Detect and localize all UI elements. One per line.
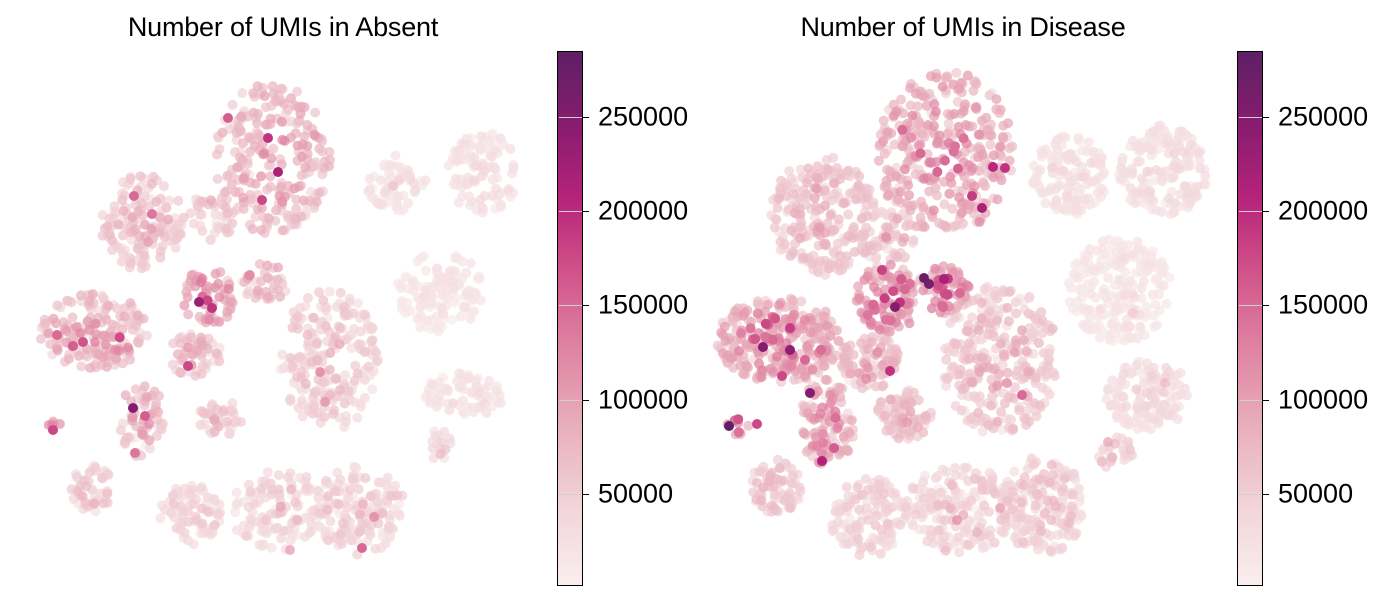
colorbar-absent (557, 51, 583, 586)
colorbar-tick (1263, 116, 1269, 118)
colorbar-gridline (1238, 493, 1262, 495)
colorbar-tick (583, 211, 589, 213)
colorbar-tick-label: 50000 (598, 478, 674, 509)
colorbar-gridline (1238, 399, 1262, 401)
colorbar-gridline (558, 305, 582, 307)
colorbar-tick-label: 150000 (598, 289, 689, 320)
colorbar-gridline (558, 116, 582, 118)
colorbar-tick-label: 250000 (598, 101, 689, 132)
colorbar-tick-label: 200000 (1278, 195, 1369, 226)
colorbar-disease (1237, 51, 1263, 586)
colorbar-tick-label: 100000 (598, 384, 689, 414)
panel-title-disease: Number of UMIs in Disease (800, 12, 1126, 42)
colorbar-tick (583, 116, 589, 118)
colorbar-tick (583, 305, 589, 307)
colorbar-gridline (1238, 116, 1262, 118)
colorbar-tick (583, 399, 589, 401)
colorbar-tick (1263, 305, 1269, 307)
colorbar-gridline (558, 399, 582, 401)
colorbar-tick (1263, 211, 1269, 213)
colorbar-tick-label: 250000 (1278, 101, 1369, 132)
colorbar-tick (583, 493, 589, 495)
panel-title-absent: Number of UMIs in Absent (127, 12, 439, 42)
colorbar-gridline (558, 493, 582, 495)
colorbar-tick (1263, 493, 1269, 495)
scatter-panel-1 (712, 67, 1211, 561)
colorbar-tick-label: 100000 (1278, 384, 1369, 414)
colorbar-gridline (558, 211, 582, 213)
colorbar-tick (1263, 399, 1269, 401)
colorbar-tick-label: 200000 (598, 195, 689, 226)
colorbar-tick-label: 50000 (1278, 478, 1354, 509)
scatter-panel-0 (36, 81, 519, 560)
colorbar-gridline (1238, 305, 1262, 307)
colorbar-tick-label: 150000 (1278, 289, 1369, 320)
colorbar-gridline (1238, 211, 1262, 213)
